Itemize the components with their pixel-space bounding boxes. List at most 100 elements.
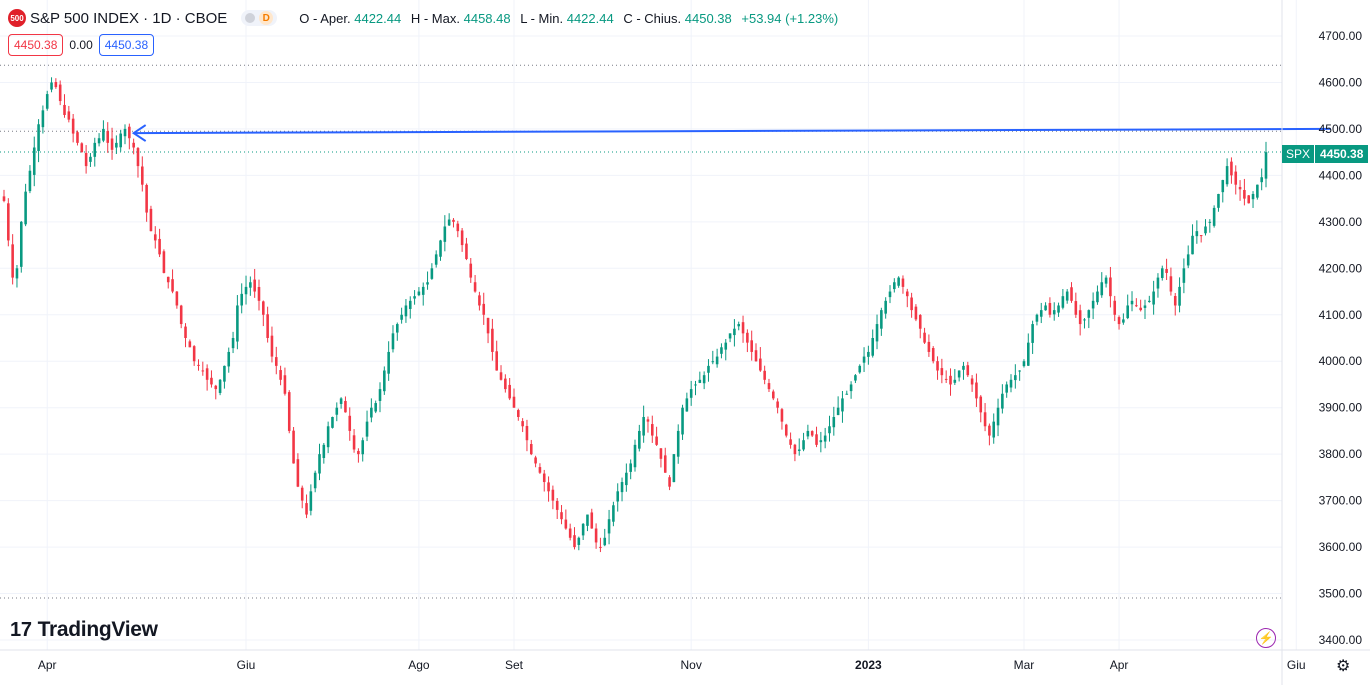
candle-body bbox=[1031, 324, 1034, 343]
candle-body bbox=[456, 223, 460, 232]
candle-body bbox=[1091, 300, 1095, 309]
y-axis[interactable]: 3400.00 3500.00 3600.00 3700.00 3800.00 3900.… bbox=[1281, 0, 1362, 685]
candle bbox=[63, 94, 66, 118]
candle bbox=[586, 514, 589, 532]
high-value: 4458.48 bbox=[463, 10, 511, 26]
candle bbox=[184, 323, 187, 348]
candle-body bbox=[672, 454, 676, 483]
candle-body bbox=[1178, 286, 1181, 306]
candle bbox=[1191, 224, 1194, 255]
candle-body bbox=[1217, 193, 1220, 208]
candle bbox=[1178, 277, 1181, 313]
candle-body bbox=[274, 357, 278, 366]
lightning-icon[interactable]: ⚡ bbox=[1256, 628, 1276, 648]
candle-body bbox=[413, 296, 416, 299]
trendline[interactable] bbox=[133, 127, 1331, 135]
candle bbox=[84, 145, 88, 174]
candle bbox=[1078, 304, 1082, 336]
gear-icon[interactable]: ⚙ bbox=[1336, 658, 1351, 675]
candle bbox=[568, 523, 572, 541]
candle bbox=[1022, 359, 1026, 368]
low-label: L - Min. bbox=[520, 10, 564, 26]
candle bbox=[772, 389, 775, 401]
change-value: +53.94 (+1.23%) bbox=[741, 10, 839, 26]
candle bbox=[374, 400, 377, 414]
candle bbox=[1130, 291, 1134, 312]
candle-body bbox=[58, 84, 62, 102]
candle bbox=[560, 505, 563, 525]
candle-body bbox=[45, 94, 49, 109]
candle-body bbox=[1096, 291, 1099, 303]
candle bbox=[1126, 294, 1129, 320]
candle bbox=[309, 484, 313, 516]
candle-body bbox=[940, 368, 944, 376]
candle bbox=[862, 347, 866, 372]
candle bbox=[802, 432, 805, 452]
candle-body bbox=[24, 191, 27, 225]
x-axis[interactable]: Apr Giu Ago Set Nov 2023 Mar Apr Giu bbox=[0, 649, 1370, 672]
trendline-layer[interactable] bbox=[131, 124, 1331, 142]
candle-body bbox=[7, 203, 10, 241]
candle-body bbox=[383, 370, 386, 392]
candle bbox=[698, 371, 702, 384]
candle bbox=[784, 423, 788, 438]
candle bbox=[97, 133, 101, 147]
candle-body bbox=[396, 324, 399, 333]
candle bbox=[158, 228, 161, 258]
candle bbox=[141, 156, 144, 192]
buy-price-button[interactable]: 4450.38 bbox=[98, 34, 155, 56]
candle-body bbox=[767, 383, 771, 390]
candle bbox=[166, 276, 170, 289]
candle-body bbox=[240, 293, 243, 306]
candle-body bbox=[141, 166, 144, 185]
candle-body bbox=[426, 282, 429, 285]
candle-body bbox=[249, 282, 252, 288]
candle bbox=[335, 402, 339, 422]
candle-body bbox=[525, 425, 529, 441]
candle bbox=[1005, 381, 1008, 398]
candle-body bbox=[759, 358, 762, 371]
candle bbox=[1039, 302, 1043, 324]
candle bbox=[283, 367, 287, 396]
candle bbox=[612, 501, 615, 527]
symbol-title[interactable]: S&P 500 INDEX · 1D · CBOE bbox=[30, 9, 228, 27]
candle bbox=[11, 234, 14, 285]
candle bbox=[7, 198, 10, 247]
candle bbox=[625, 463, 628, 492]
candle bbox=[153, 226, 157, 249]
candle-body bbox=[737, 324, 741, 327]
candle-body bbox=[629, 463, 632, 472]
x-tick-label: Nov bbox=[681, 658, 702, 672]
candle-body bbox=[910, 297, 913, 311]
candle bbox=[1100, 272, 1104, 298]
candle-body bbox=[1238, 186, 1242, 190]
status-pill[interactable]: D bbox=[241, 10, 278, 26]
tradingview-logo[interactable]: 17 TradingView bbox=[10, 618, 158, 642]
candle-body bbox=[901, 278, 905, 287]
candle-body bbox=[473, 282, 477, 292]
candle bbox=[1031, 320, 1034, 354]
candle bbox=[616, 483, 620, 512]
candle bbox=[875, 314, 879, 350]
candle-body bbox=[171, 279, 174, 292]
candle bbox=[940, 358, 944, 384]
candle-body bbox=[227, 351, 231, 367]
candle bbox=[1217, 193, 1220, 212]
candle bbox=[80, 142, 84, 153]
candle bbox=[793, 443, 797, 462]
candle bbox=[1014, 364, 1017, 389]
candle bbox=[400, 307, 403, 324]
candle-body bbox=[1039, 310, 1043, 317]
candle bbox=[759, 347, 762, 372]
candle-body bbox=[1173, 296, 1177, 306]
candle-body bbox=[854, 375, 857, 381]
sell-price-button[interactable]: 4450.38 bbox=[8, 34, 64, 56]
candle bbox=[1156, 273, 1160, 298]
candle bbox=[115, 135, 118, 154]
candle-body bbox=[434, 254, 438, 265]
candle bbox=[179, 304, 183, 329]
candle bbox=[746, 329, 749, 353]
candle-body bbox=[97, 138, 101, 144]
candle bbox=[1001, 384, 1004, 414]
